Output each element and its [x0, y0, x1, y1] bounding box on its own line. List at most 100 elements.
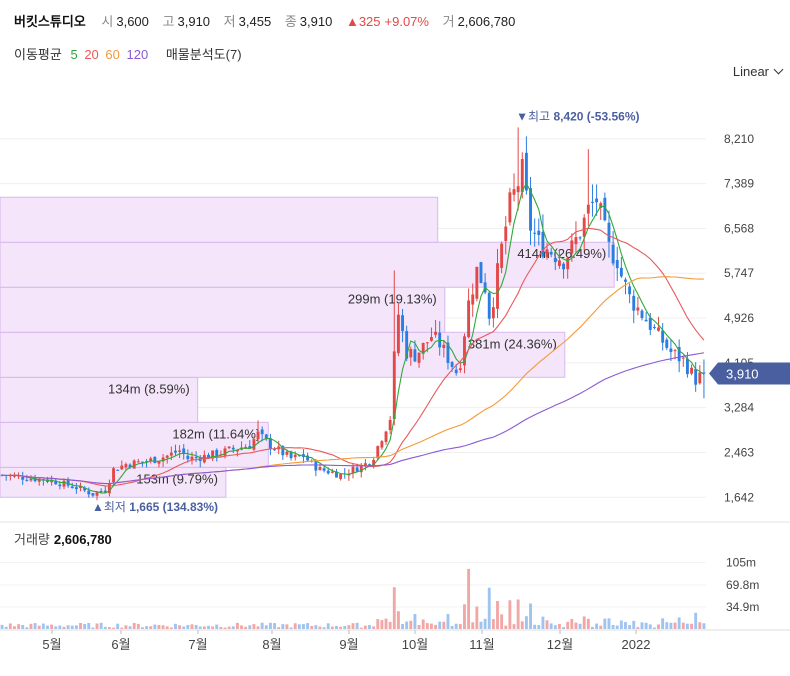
- candle-body: [74, 487, 78, 490]
- candle-body: [62, 480, 66, 487]
- candle-body: [549, 251, 553, 255]
- volume-bar: [463, 604, 466, 629]
- candle-body: [450, 362, 454, 367]
- candle-body: [165, 455, 169, 458]
- volume-bar: [211, 626, 215, 629]
- candle-body: [628, 286, 632, 295]
- volume-bar: [116, 623, 120, 629]
- volume-bar: [508, 600, 512, 629]
- volume-bar: [231, 626, 235, 629]
- volume-bar: [475, 606, 479, 629]
- candle-body: [182, 448, 186, 455]
- volume-bar: [516, 599, 520, 629]
- high-value: 3,910: [177, 14, 211, 29]
- volume-bar: [520, 621, 524, 629]
- volume-bar: [8, 623, 12, 629]
- candle-body: [545, 249, 549, 258]
- volume-bar: [644, 622, 648, 629]
- candle-body: [116, 469, 120, 471]
- moving-average-legend[interactable]: 이동평균 5 20 60 120 매물분석도(7): [14, 44, 247, 63]
- candle-body: [434, 331, 438, 335]
- ma-20-line: [2, 227, 705, 487]
- time-tick-label: 10월: [402, 637, 428, 652]
- candle-body: [615, 260, 619, 269]
- candle-body: [582, 217, 586, 237]
- candle-body: [681, 357, 685, 359]
- volume-bar: [37, 625, 41, 629]
- volume-bar: [537, 625, 541, 629]
- volume-bar: [401, 624, 404, 629]
- volume-bar: [161, 625, 165, 629]
- time-tick-label: 12월: [547, 637, 573, 652]
- candle-body: [91, 493, 95, 496]
- candle-body: [318, 466, 322, 471]
- candle-body: [458, 368, 462, 371]
- volume-bar: [87, 623, 91, 629]
- candle-body: [665, 339, 669, 348]
- candle-body: [479, 262, 483, 283]
- candle-body: [417, 352, 421, 363]
- volume-profile-label: 134m (8.59%): [108, 381, 190, 396]
- change-percent: +9.07%: [384, 14, 429, 29]
- stock-name[interactable]: 버킷스튜디오: [14, 14, 86, 29]
- candle-body: [392, 351, 396, 420]
- candle-body: [508, 192, 512, 223]
- volume-panel-label: 거래량 2,606,780: [14, 529, 112, 548]
- candle-body: [619, 267, 623, 277]
- candle-body: [29, 478, 33, 481]
- volume-bar: [207, 625, 210, 629]
- candle-body: [491, 307, 495, 319]
- scale-select[interactable]: Linear: [733, 64, 784, 79]
- candle-body: [405, 331, 409, 359]
- candle-body: [149, 458, 153, 462]
- volume-bar: [91, 627, 95, 629]
- candle-body: [376, 446, 380, 459]
- candle-body: [372, 459, 376, 466]
- volume-bar: [553, 625, 557, 629]
- candle-body: [603, 197, 607, 221]
- price-axis: 8,2107,3896,5685,7474,9264,1053,2842,463…: [724, 132, 754, 504]
- candle-body: [652, 327, 656, 329]
- candle-body: [103, 490, 107, 493]
- candle-body: [541, 231, 545, 257]
- volume-profile-label[interactable]: 매물분석도(7): [165, 47, 242, 62]
- volume-bar: [652, 627, 656, 629]
- candle-body: [537, 230, 541, 235]
- volume-profile-bar: [0, 286, 446, 333]
- candle-body: [256, 431, 260, 440]
- volume-bar: [128, 626, 132, 629]
- volume-panel-value: 2,606,780: [53, 532, 112, 547]
- volume-bar: [372, 626, 376, 629]
- volume-bar: [79, 622, 82, 629]
- volume-bar: [661, 618, 665, 629]
- volume-tick-label: 69.8m: [726, 578, 759, 592]
- volume-bar: [198, 626, 202, 629]
- candle-body: [673, 350, 677, 352]
- volume-bar: [619, 620, 623, 629]
- volume-bar: [673, 622, 677, 629]
- candle-body: [50, 479, 54, 483]
- volume-bar: [326, 623, 330, 629]
- candle-body: [446, 342, 450, 363]
- ma-60-label: 60: [105, 47, 120, 62]
- volume-bar: [595, 623, 599, 629]
- ma-120-line: [2, 352, 704, 485]
- candle-body: [359, 464, 363, 473]
- volume-bar: [17, 624, 21, 629]
- candle-body: [661, 330, 665, 343]
- candle-body: [231, 447, 235, 450]
- volume-profile-label: 182m (11.64%): [172, 426, 260, 441]
- volume-bar: [83, 624, 87, 629]
- price-tick-label: 1,642: [724, 490, 754, 504]
- candle-body: [566, 257, 570, 270]
- candle-body: [557, 260, 561, 267]
- candle-body: [636, 307, 640, 311]
- volume-bar: [396, 611, 400, 629]
- candle-body: [95, 492, 99, 496]
- volume-bar: [467, 568, 471, 629]
- volume-bar: [454, 623, 458, 629]
- time-tick-label: 11월: [469, 637, 494, 652]
- candle-body: [145, 461, 149, 463]
- candle-body: [388, 419, 392, 431]
